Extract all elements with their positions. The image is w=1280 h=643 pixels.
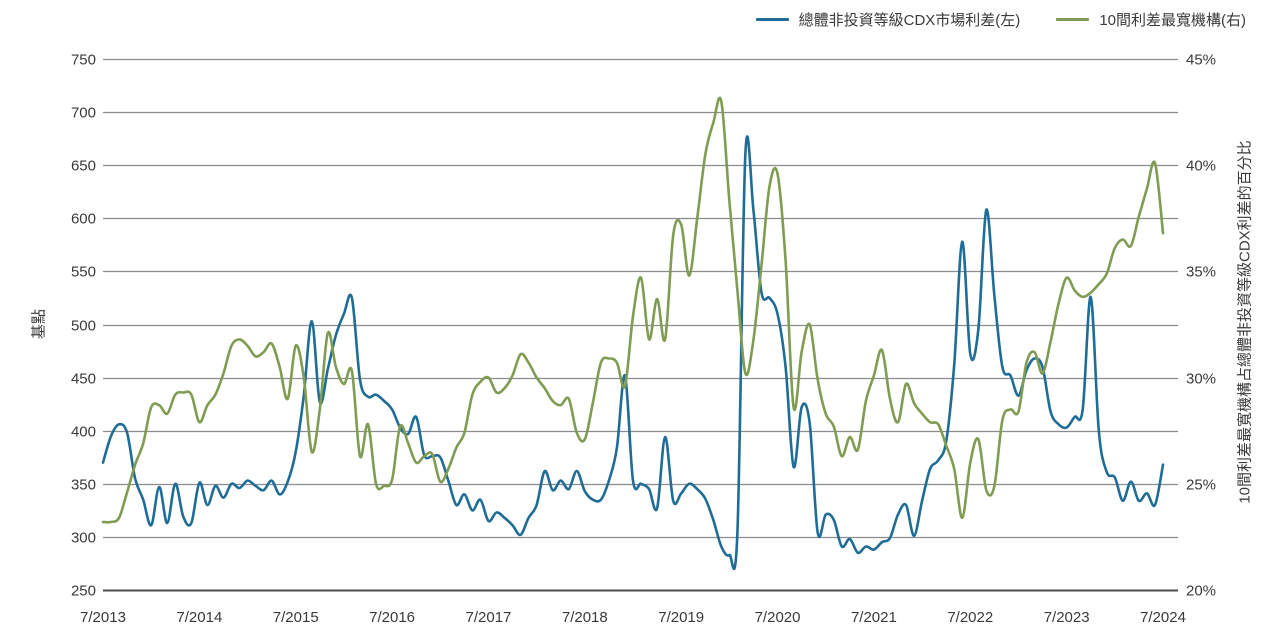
x-axis-tick-label: 7/2023 xyxy=(1044,609,1090,626)
x-axis-tick-label: 7/2019 xyxy=(658,609,704,626)
series-cdx-market-spread-line xyxy=(101,135,1165,570)
x-axis-tick-label: 7/2024 xyxy=(1140,609,1186,626)
left-axis-title: 基點 xyxy=(30,308,48,340)
legend-swatch-widest-10 xyxy=(1056,18,1090,21)
x-axis-tick-label: 7/2014 xyxy=(176,609,222,626)
right-axis-tick-label: 30% xyxy=(1186,371,1216,388)
left-axis-tick-label: 550 xyxy=(71,264,96,281)
legend-label-cdx-spread: 總體非投資等級CDX市場利差(左) xyxy=(798,12,1021,29)
left-axis-tick-label: 500 xyxy=(71,318,96,335)
right-axis-tick-label: 40% xyxy=(1186,158,1216,175)
legend-label-widest-10: 10間利差最寬機構(右) xyxy=(1099,12,1246,29)
left-axis-tick-label: 750 xyxy=(71,52,96,69)
series-widest-10-share-line xyxy=(101,96,1165,524)
left-axis-tick-label: 300 xyxy=(71,530,96,547)
left-axis-tick-label: 650 xyxy=(71,158,96,175)
left-axis-tick-label: 250 xyxy=(71,583,96,600)
left-axis-tick-labels: 250 300 350 400 450 500 550 600 650 700 750 xyxy=(71,52,96,600)
legend-item-cdx-spread: 總體非投資等級CDX市場利差(左) xyxy=(755,9,1021,30)
left-axis-tick-label: 700 xyxy=(71,105,96,122)
left-axis-tick-label: 600 xyxy=(71,211,96,228)
x-axis-tick-labels: 7/2013 7/2014 7/2015 7/2016 7/2017 7/2018 7/20… xyxy=(80,609,1186,626)
x-axis-tick-label: 7/2016 xyxy=(369,609,415,626)
x-axis-tick-label: 7/2013 xyxy=(80,609,126,626)
legend: 總體非投資等級CDX市場利差(左) 10間利差最寬機構(右) xyxy=(755,9,1246,30)
legend-item-widest-10: 10間利差最寬機構(右) xyxy=(1056,9,1246,30)
series-lines xyxy=(101,96,1165,570)
x-axis-tick-label: 7/2021 xyxy=(851,609,897,626)
right-axis-tick-label: 20% xyxy=(1186,583,1216,600)
gridlines xyxy=(103,58,1178,592)
right-axis-tick-labels: 20% 25% 30% 35% 40% 45% xyxy=(1186,52,1216,600)
x-axis-tick-label: 7/2018 xyxy=(562,609,608,626)
left-axis-tick-label: 400 xyxy=(71,424,96,441)
right-axis-title: 10間利差最寬機構占總體非投資等級CDX利差的百分比 xyxy=(1236,140,1254,504)
right-axis-tick-label: 25% xyxy=(1186,477,1216,494)
left-axis-tick-label: 350 xyxy=(71,477,96,494)
x-axis-tick-label: 7/2015 xyxy=(273,609,319,626)
left-axis-tick-label: 450 xyxy=(71,371,96,388)
x-axis-tick-label: 7/2022 xyxy=(947,609,993,626)
right-axis-tick-label: 35% xyxy=(1186,264,1216,281)
x-axis-tick-label: 7/2020 xyxy=(755,609,801,626)
legend-swatch-cdx-spread xyxy=(755,18,789,21)
x-axis-tick-label: 7/2017 xyxy=(466,609,512,626)
right-axis-tick-label: 45% xyxy=(1186,52,1216,69)
